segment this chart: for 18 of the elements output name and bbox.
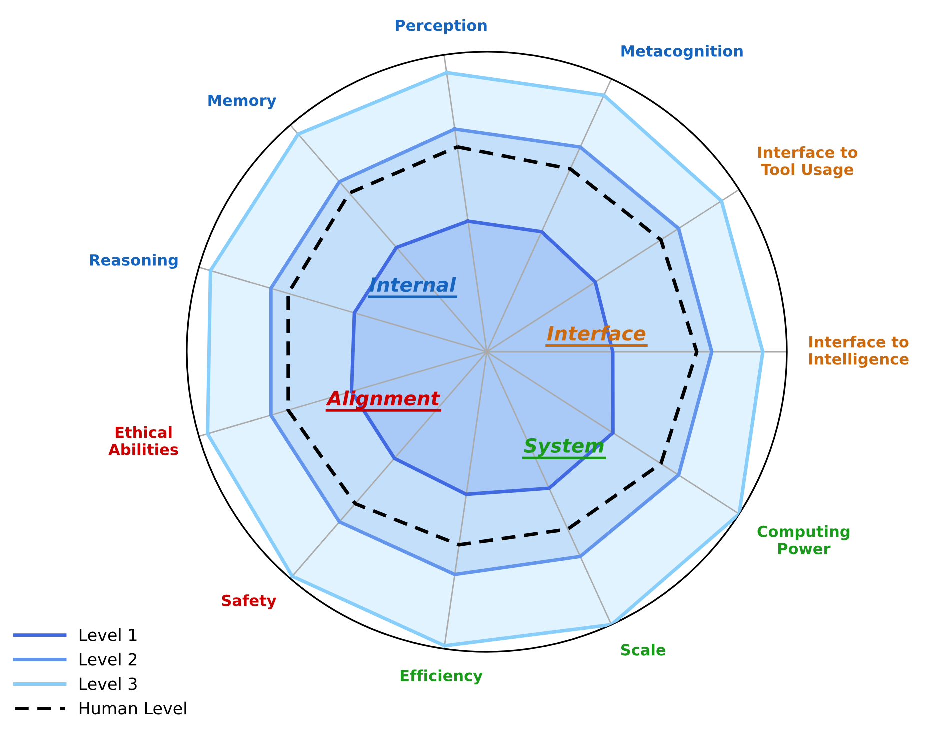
spoke-label: Interface to Tool Usage — [758, 146, 858, 178]
spoke-label: Ethical Abilities — [108, 426, 178, 456]
text: System — [524, 438, 604, 457]
spoke-label: Computing Power — [758, 526, 850, 555]
legend-label: Level 2 — [80, 652, 137, 666]
spoke-label: Metacognition — [622, 45, 743, 60]
spoke-label: Interface to Intelligence — [809, 336, 909, 368]
legend-label: Level 1 — [80, 628, 137, 642]
spoke-label: Perception — [396, 19, 487, 34]
spoke-label: Efficiency — [400, 670, 483, 685]
spoke-label: Reasoning — [90, 254, 178, 270]
legend-label: Human Level — [80, 702, 186, 715]
spoke-label: Memory — [208, 94, 277, 110]
text: Alignment — [326, 390, 441, 410]
text: Interface — [547, 326, 646, 341]
spoke-label: Safety — [222, 594, 277, 610]
spoke-label: Scale — [621, 644, 666, 656]
legend-label: Level 3 — [80, 677, 137, 690]
